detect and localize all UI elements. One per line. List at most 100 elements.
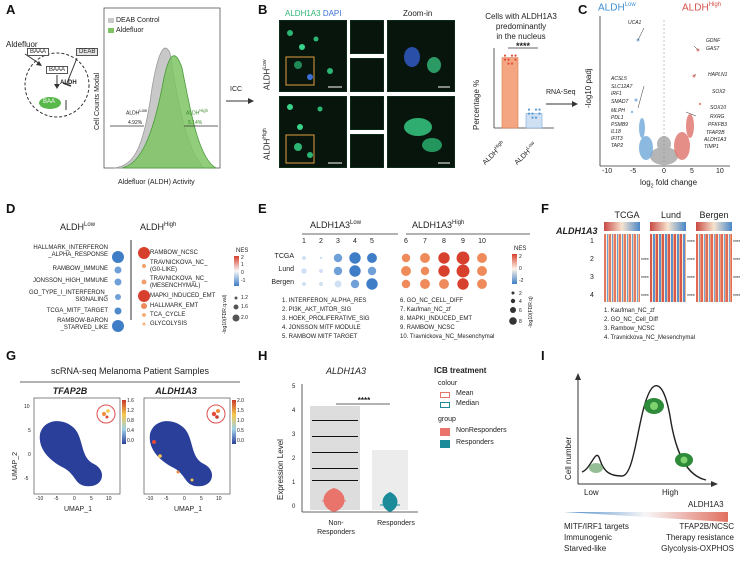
legend-deab: DEAB Control bbox=[116, 17, 160, 24]
violin-cat-nr-2: Responders bbox=[317, 529, 355, 536]
model-x-gene: ALDH1A3 bbox=[688, 500, 724, 509]
umap1-xtick-5: 5 bbox=[90, 496, 93, 502]
micro-low-ch2 bbox=[350, 58, 384, 92]
heatmap-legend-2: 2. GO_NC_Cell_Diff bbox=[604, 317, 658, 323]
bar-marks bbox=[501, 54, 543, 129]
nuclear-bar-chart bbox=[493, 47, 554, 129]
gene-acsl5: ACSL5 bbox=[611, 76, 627, 82]
bubble-col-7: 7 bbox=[423, 238, 427, 245]
row-high-label: ALDHHigh bbox=[262, 128, 272, 160]
gene-tfap2b: TFAP2B bbox=[706, 130, 725, 136]
gsea-nes-tick-2: 2 bbox=[241, 255, 244, 261]
bubble-dot bbox=[301, 268, 307, 274]
bubble-dot bbox=[477, 266, 487, 276]
bubble-legend-8: 8. MAPKI_INDUCED_EMT bbox=[400, 316, 473, 322]
umap2-xtick-m5: -5 bbox=[164, 496, 169, 502]
bubble-dot bbox=[456, 264, 470, 278]
baaa-box-inside: BAAA bbox=[46, 66, 69, 74]
umap-cbar2-10: 1.0 bbox=[237, 418, 244, 424]
gsea-high-term-3b: (MESENCHYMAL) bbox=[150, 283, 201, 289]
heatmap-row-3: 3 bbox=[590, 274, 594, 281]
channel-aldh1a3: ALDH1A3 bbox=[285, 9, 321, 18]
violin-ytick-0: 0 bbox=[292, 504, 296, 510]
bar-replicate-dot bbox=[514, 54, 517, 57]
bubble-header-low-text: ALDH1A3 bbox=[310, 220, 351, 230]
model-left-1: MITF/IRF1 targets bbox=[564, 522, 629, 531]
row-high-sup: High bbox=[262, 128, 268, 139]
heatmap-bar-lund bbox=[650, 222, 686, 231]
gsea-low-term-2: RAMBOW_IMMUNE bbox=[52, 266, 108, 272]
umap2-xtick-10: 10 bbox=[216, 496, 222, 502]
heatmap-row-4: 4 bbox=[590, 292, 594, 299]
gene-timp1: TIMP1 bbox=[704, 144, 719, 150]
violin-ytick-2: 2 bbox=[292, 456, 296, 462]
heatmap-sig-lund-2: **** bbox=[687, 258, 695, 264]
gsea-low-term-1a: HALLMARK_INTERFERON bbox=[33, 245, 108, 251]
volcano-group-low-text: ALDH bbox=[598, 2, 625, 14]
hist-ylabel: Cell Counts Modal bbox=[94, 72, 101, 130]
legend-deab-swatch bbox=[108, 18, 114, 23]
gsea-dots bbox=[112, 247, 150, 332]
bar-significance: **** bbox=[515, 41, 530, 51]
bubble-size-tick-4: 4 bbox=[519, 299, 522, 305]
gsea-dot-high-1 bbox=[138, 247, 150, 259]
bar-replicate-dot bbox=[503, 54, 507, 57]
umap-cbar1-12: 1.2 bbox=[127, 408, 134, 414]
gate-low-text: ALDH bbox=[126, 110, 140, 117]
gene-hapln1: HAPLN1 bbox=[708, 72, 728, 78]
bubble-size-label: -log10(FDR.q) bbox=[528, 296, 534, 328]
violin-legend-median: Median bbox=[456, 400, 479, 407]
micro-high-main bbox=[279, 96, 347, 168]
gsea-high-term-2b: (G0-LIKE) bbox=[150, 267, 178, 273]
gsea-header-high: ALDHHigh bbox=[140, 222, 176, 232]
bubble-dot bbox=[350, 279, 360, 289]
gene-sox10: SOX10 bbox=[710, 105, 727, 111]
bubble-nes-tick-0: 0 bbox=[519, 266, 522, 272]
model-left-2: Immunogenic bbox=[564, 533, 613, 542]
umap-cbar1-00: 0.0 bbox=[127, 438, 134, 444]
violin-ytick-5: 5 bbox=[292, 384, 296, 390]
bubble-dot bbox=[302, 282, 306, 286]
micro-high-ch1 bbox=[350, 96, 384, 130]
bubble-legend-3: 3. HOEK_PROLIFERATIVE_SIG bbox=[282, 316, 370, 322]
bar-replicate-dot bbox=[531, 112, 534, 115]
model-distribution-curve bbox=[581, 385, 707, 481]
gene-smad7: SMAD7 bbox=[611, 99, 629, 105]
bubble-col-6: 6 bbox=[404, 238, 408, 245]
bubble-nes-tick-2: 2 bbox=[519, 254, 522, 260]
bar-replicate-dot bbox=[527, 108, 531, 111]
heatmap-cohort-lund: Lund bbox=[660, 210, 682, 220]
gene-ifit3: IFIT3 bbox=[611, 136, 623, 142]
heatmap-gene-label: ALDH1A3 bbox=[556, 226, 598, 236]
gene-tap2: TAP2 bbox=[611, 143, 624, 149]
bubble-dot bbox=[457, 278, 469, 290]
bubble-dot bbox=[349, 252, 361, 264]
gate-high-pct: 5.14% bbox=[188, 120, 203, 126]
gsea-dot-low-3 bbox=[114, 278, 122, 286]
gene-irf1: IRF1 bbox=[611, 91, 622, 97]
bubble-dot bbox=[366, 278, 378, 290]
heatmap-cohort-tcga: TCGA bbox=[614, 210, 640, 220]
gene-aldh1a3: ALDH1A3 bbox=[704, 137, 727, 143]
gsea-dot-high-2 bbox=[142, 264, 146, 268]
volcano-xtick-0: 0 bbox=[662, 168, 666, 175]
gsea-dot-high-3 bbox=[141, 279, 147, 285]
bubble-dot bbox=[439, 279, 449, 289]
gate-low-sup: Low bbox=[139, 108, 147, 113]
heatmap-sig-bergen-2: **** bbox=[733, 258, 740, 264]
volcano-ylabel: -log10 padj bbox=[584, 68, 593, 108]
bubble-row-bergen: Bergen bbox=[271, 279, 294, 286]
gate-low-label: ALDHLow bbox=[126, 108, 147, 117]
bubble-legend-4: 4. JONSSON MITF MODULE bbox=[282, 325, 361, 331]
gene-pdl1: PDL1 bbox=[611, 115, 624, 121]
bubble-dot bbox=[333, 253, 343, 263]
gsea-low-term-6a: RAMBOW-BARON bbox=[57, 318, 108, 324]
umap2-xtick-5: 5 bbox=[200, 496, 203, 502]
bubble-size-tick-8: 8 bbox=[519, 319, 522, 325]
gsea-size-label: -log10(FDR.q.val) bbox=[222, 294, 228, 334]
bar-replicate-dot bbox=[534, 108, 538, 111]
gsea-nes-tick-m1: -1 bbox=[241, 278, 246, 284]
gsea-low-term-6b: _STARVED_LIKE bbox=[60, 325, 108, 331]
gate-high-text: ALDH bbox=[186, 110, 200, 117]
bar-replicate-dot bbox=[534, 116, 538, 119]
